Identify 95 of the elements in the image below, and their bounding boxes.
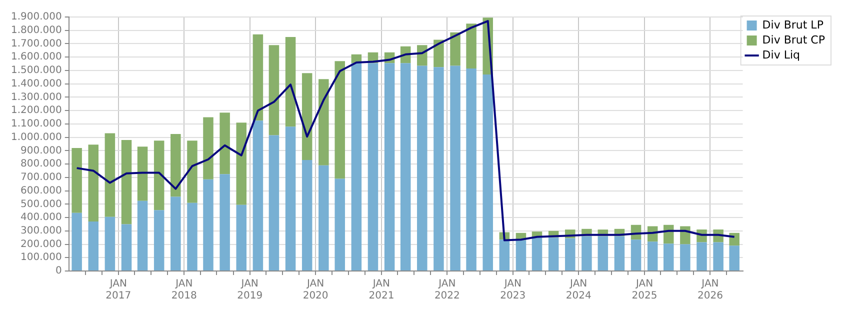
y-tick-label: 900.000 xyxy=(20,145,62,156)
bar xyxy=(252,120,264,270)
bar xyxy=(268,45,280,136)
bar xyxy=(88,144,99,222)
bar xyxy=(72,212,82,270)
legend-label: Div Brut CP xyxy=(762,33,826,46)
bar xyxy=(630,240,642,270)
bar xyxy=(187,140,198,203)
bar xyxy=(268,135,280,270)
bar xyxy=(450,66,460,270)
legend-label: Div Brut LP xyxy=(762,18,824,32)
y-tick-label: 0 xyxy=(56,266,62,277)
bar xyxy=(696,242,707,270)
bar xyxy=(318,165,329,270)
bar xyxy=(729,246,740,270)
x-tick-label: JAN 2021 xyxy=(368,278,394,302)
bar xyxy=(729,232,740,246)
bar xyxy=(565,238,576,270)
bar xyxy=(466,68,476,270)
bar xyxy=(351,63,362,270)
bar xyxy=(548,238,559,270)
y-tick-label: 1.800.000 xyxy=(10,24,62,36)
y-tick-label: 1.100.000 xyxy=(10,118,62,130)
bar xyxy=(384,63,395,270)
bar xyxy=(334,61,345,179)
bar xyxy=(532,238,542,270)
x-tick-label: JAN 2018 xyxy=(171,278,197,302)
bar xyxy=(154,210,164,270)
bar xyxy=(434,40,444,68)
x-tick-label: JAN 2024 xyxy=(566,278,592,302)
y-tick-label: 1.900.000 xyxy=(10,12,62,23)
bar xyxy=(663,244,674,270)
bar xyxy=(680,244,690,270)
y-tick-label: 100.000 xyxy=(20,252,62,264)
bar xyxy=(104,133,116,217)
bar xyxy=(104,216,116,270)
x-tick-label: JAN 2019 xyxy=(237,278,263,302)
bar xyxy=(368,63,378,270)
y-tick-label: 1.600.000 xyxy=(10,52,62,63)
bar xyxy=(285,37,296,127)
bar xyxy=(170,196,181,270)
bar xyxy=(121,224,132,270)
bar xyxy=(220,174,230,270)
bar xyxy=(203,117,214,180)
y-tick-label: 600.000 xyxy=(20,185,62,196)
bar xyxy=(318,79,329,166)
y-tick-label: 700.000 xyxy=(20,172,62,184)
bar xyxy=(647,242,658,270)
bar xyxy=(285,126,296,270)
x-tick-label: JAN 2025 xyxy=(632,278,658,302)
bar xyxy=(450,32,460,66)
bar xyxy=(137,200,148,270)
bar xyxy=(400,63,411,270)
bar xyxy=(499,240,510,270)
bar xyxy=(334,178,345,270)
bar xyxy=(220,112,230,174)
x-tick-label: JAN 2022 xyxy=(434,278,460,302)
y-tick-label: 400.000 xyxy=(20,212,62,224)
x-tick-label: JAN 2017 xyxy=(106,278,132,302)
bar xyxy=(154,140,164,210)
bar xyxy=(72,148,82,213)
bar xyxy=(713,242,724,270)
bar xyxy=(203,179,214,270)
y-tick-label: 1.400.000 xyxy=(10,78,62,90)
y-tick-label: 1.200.000 xyxy=(10,105,62,116)
bar xyxy=(137,146,148,201)
bar xyxy=(170,134,181,197)
bar xyxy=(236,204,247,270)
bar xyxy=(187,202,198,270)
bar xyxy=(516,240,526,270)
bar xyxy=(121,140,132,224)
bar xyxy=(614,236,625,270)
legend-label: Div Liq xyxy=(762,48,800,62)
x-tick-label: JAN 2023 xyxy=(500,278,526,302)
bar xyxy=(482,74,493,270)
x-tick-label: JAN 2026 xyxy=(697,278,723,302)
y-tick-label: 1.300.000 xyxy=(10,92,62,103)
bar xyxy=(417,66,428,270)
x-tick-label: JAN 2020 xyxy=(302,278,328,302)
bar xyxy=(88,222,99,270)
bar xyxy=(582,236,592,270)
bar xyxy=(302,160,312,270)
y-tick-label: 1.700.000 xyxy=(10,38,62,50)
y-tick-label: 1.500.000 xyxy=(10,65,62,76)
bar xyxy=(466,24,476,68)
bar xyxy=(434,67,444,270)
bar xyxy=(236,122,247,205)
y-tick-label: 300.000 xyxy=(20,225,62,236)
y-tick-label: 800.000 xyxy=(20,158,62,170)
bar xyxy=(598,236,608,270)
bar xyxy=(252,34,264,121)
bar xyxy=(302,73,312,160)
y-tick-label: 500.000 xyxy=(20,198,62,210)
y-tick-label: 1.000.000 xyxy=(10,132,62,143)
y-tick-label: 200.000 xyxy=(20,238,62,250)
